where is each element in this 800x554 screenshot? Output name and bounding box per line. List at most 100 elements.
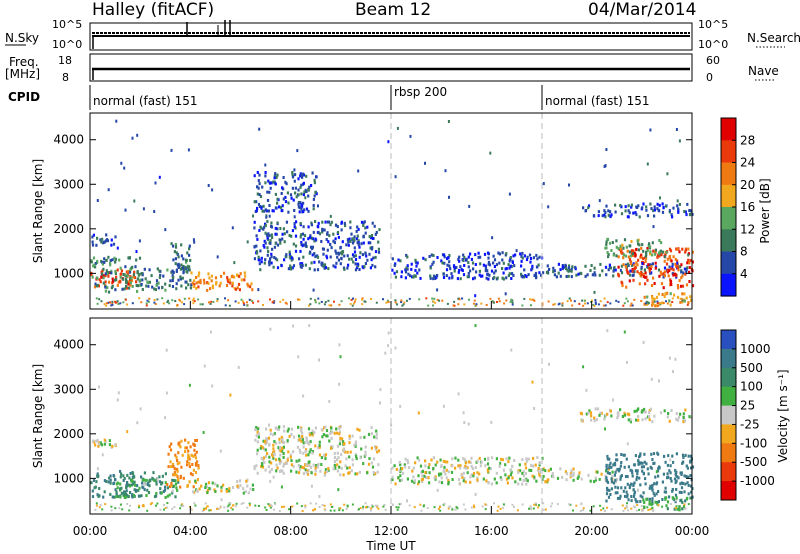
- nsky-tick-top: 10^5: [52, 18, 82, 31]
- velocity-cell: [470, 473, 473, 477]
- power-cell: [587, 204, 591, 208]
- power-cell: [258, 262, 261, 266]
- power-cell: [564, 264, 567, 268]
- velocity-cell: [501, 458, 504, 462]
- velocity-cell: [537, 468, 540, 472]
- velocity-cell: [275, 458, 278, 462]
- velocity-cell: [649, 407, 653, 411]
- power-cell: [293, 179, 296, 183]
- velocity-cell: [444, 460, 447, 464]
- power-cell: [96, 236, 99, 240]
- power-cell: [670, 283, 673, 286]
- power-ground-scatter: [353, 300, 356, 303]
- power-cell: [678, 250, 681, 254]
- velocity-cell: [164, 485, 167, 489]
- power-sparse-echo: [659, 196, 661, 200]
- velocity-cell: [172, 465, 175, 468]
- power-cell: [193, 283, 196, 287]
- power-cell: [189, 286, 192, 290]
- power-cell: [180, 263, 183, 267]
- power-cell: [456, 277, 459, 281]
- power-ground-scatter: [681, 301, 684, 304]
- power-cell: [184, 258, 188, 262]
- velocity-cell: [307, 453, 310, 457]
- power-cell: [253, 257, 256, 261]
- power-cell: [677, 286, 680, 290]
- power-ground-scatter: [385, 301, 388, 304]
- velocity-cell: [610, 487, 613, 491]
- power-cell: [144, 277, 147, 281]
- power-cell: [291, 175, 295, 179]
- power-cell: [115, 275, 118, 279]
- power-cell: [155, 279, 159, 283]
- power-ground-scatter: [599, 300, 602, 303]
- power-cell: [645, 256, 648, 260]
- power-ground-scatter: [178, 298, 181, 301]
- velocity-ground-scatter: [206, 505, 209, 508]
- velocity-cell: [290, 427, 294, 431]
- velocity-cell: [176, 469, 179, 473]
- power-cell: [107, 271, 110, 274]
- velocity-sparse-echo: [548, 362, 550, 366]
- velocity-cell: [127, 495, 130, 499]
- velocity-cell: [593, 419, 596, 423]
- velocity-ground-scatter: [110, 505, 113, 508]
- velocity-cell: [594, 407, 597, 411]
- power-cell: [136, 277, 139, 281]
- velocity-cell: [538, 463, 541, 467]
- power-cell: [98, 278, 101, 282]
- velocity-cell: [595, 418, 598, 422]
- power-cell: [533, 273, 536, 277]
- power-cell: [156, 267, 159, 271]
- velocity-cell: [302, 441, 305, 445]
- power-cell: [637, 258, 640, 262]
- power-cell: [612, 274, 615, 278]
- power-cell: [292, 198, 295, 202]
- velocity-cell: [440, 481, 444, 485]
- power-cell: [671, 262, 674, 266]
- power-cell: [531, 266, 534, 270]
- velocity-cell: [200, 484, 203, 488]
- velocity-cell: [686, 496, 689, 500]
- power-ground-scatter: [582, 304, 585, 307]
- power-ground-scatter: [100, 300, 103, 303]
- power-cell: [362, 234, 365, 238]
- velocity-cell: [91, 489, 94, 493]
- power-cell: [641, 206, 644, 210]
- power-cell: [589, 269, 592, 272]
- power-cell: [276, 243, 280, 247]
- velocity-cell: [668, 469, 671, 473]
- power-cell: [677, 207, 680, 211]
- power-cell: [621, 281, 624, 285]
- power-cell: [614, 203, 617, 207]
- velocity-ground-scatter: [164, 507, 167, 509]
- velocity-ground-scatter: [376, 505, 379, 508]
- velocity-cell: [620, 474, 623, 478]
- power-cell: [327, 240, 330, 244]
- velocity-cell: [304, 449, 307, 453]
- velocity-cell: [103, 442, 106, 446]
- power-cell: [627, 255, 630, 259]
- power-cell: [308, 185, 311, 189]
- velocity-ground-scatter: [396, 508, 399, 511]
- power-cell: [561, 265, 564, 269]
- power-cell: [313, 178, 316, 182]
- power-ground-scatter: [686, 303, 689, 306]
- velocity-cell: [309, 448, 312, 452]
- power-cell: [493, 271, 496, 275]
- velocity-cell: [324, 453, 328, 457]
- velocity-cell: [421, 469, 424, 473]
- velocity-cell: [115, 495, 118, 499]
- velocity-cell: [176, 462, 179, 466]
- power-cell: [343, 267, 346, 271]
- velocity-sparse-echo: [637, 488, 639, 492]
- power-cell: [274, 232, 277, 236]
- power-cell: [274, 257, 277, 261]
- power-cell: [299, 235, 302, 239]
- velocity-ground-scatter: [128, 509, 131, 512]
- power-cell: [666, 268, 669, 272]
- power-cell: [122, 277, 125, 281]
- velocity-cell: [605, 499, 608, 503]
- power-cell: [644, 276, 647, 279]
- velocity-cell: [661, 498, 664, 501]
